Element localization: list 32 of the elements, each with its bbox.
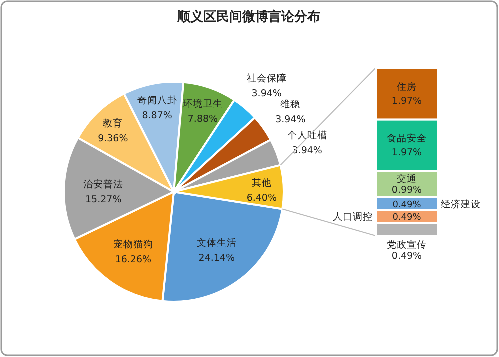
- data-label: 1.97%: [392, 148, 422, 159]
- data-label: 0.49%: [392, 213, 422, 224]
- data-label: 8.87%: [142, 110, 172, 122]
- slice-label: 奇闻八卦: [137, 94, 178, 107]
- slice-label: 其他: [252, 177, 272, 190]
- data-label: 9.36%: [98, 133, 128, 144]
- data-label: 3.94%: [252, 88, 282, 100]
- series-label: 住房: [397, 80, 417, 93]
- data-label: 15.27%: [86, 194, 122, 206]
- data-label: 7.88%: [188, 114, 218, 125]
- data-label: 1.97%: [392, 96, 422, 107]
- slice-label: 治安普法: [84, 178, 124, 191]
- series-label: 经济建设: [441, 198, 481, 210]
- data-label: 6.40%: [246, 193, 278, 204]
- slice-label: 文体生活: [196, 236, 237, 249]
- slice-label: 宠物猫狗: [113, 238, 154, 251]
- series-label: 交通: [397, 172, 417, 185]
- data-label: 0.49%: [392, 251, 422, 262]
- data-label: 0.49%: [392, 200, 422, 210]
- slice-label: 维稳: [280, 98, 301, 110]
- data-label: 3.94%: [292, 145, 322, 156]
- data-label: 0.99%: [392, 184, 422, 196]
- series-label: 食品安全: [387, 132, 427, 145]
- series-label: 党政宣传: [387, 239, 427, 251]
- data-label: 16.26%: [115, 254, 152, 266]
- data-label: 24.14%: [198, 252, 236, 264]
- slice-label: 社会保障: [246, 72, 287, 84]
- slice-label: 教育: [103, 117, 124, 130]
- series-label: 人口调控: [333, 211, 373, 224]
- chart-title: 顺义区民间微博言论分布: [176, 9, 320, 25]
- data-label: 3.94%: [276, 114, 306, 126]
- slice-label: 环境卫生: [182, 98, 223, 110]
